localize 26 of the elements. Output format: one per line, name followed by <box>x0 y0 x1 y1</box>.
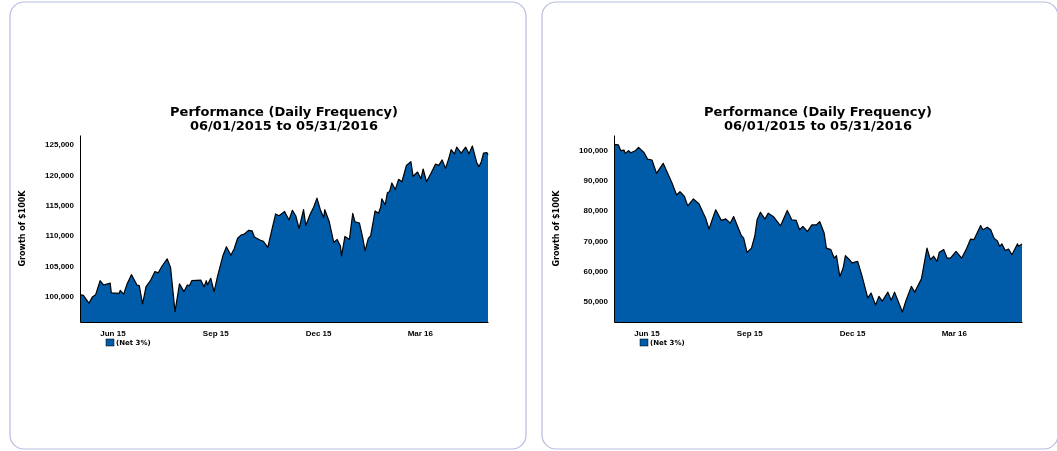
x-tick-label: Jun 15 <box>634 328 661 338</box>
y-tick-label: 125,000 <box>45 140 75 150</box>
y-tick-label: 50,000 <box>583 296 609 306</box>
chart-subtitle: 06/01/2015 to 05/31/2016 <box>190 118 378 133</box>
y-axis-title: Growth of $100K <box>18 189 27 267</box>
y-tick-label: 70,000 <box>583 236 609 246</box>
x-tick-label: Sep 15 <box>202 328 230 338</box>
y-tick-label: 60,000 <box>583 266 609 276</box>
y-tick-label: 100,000 <box>45 291 75 301</box>
y-tick-label: 100,000 <box>579 146 609 156</box>
x-tick-label: Dec 15 <box>305 328 333 338</box>
x-tick-label: Mar 16 <box>941 328 968 338</box>
chart-title: Performance (Daily Frequency) <box>704 104 932 119</box>
y-tick-label: 120,000 <box>45 170 75 180</box>
y-tick-label: 115,000 <box>45 200 75 210</box>
y-tick-label: 105,000 <box>45 261 75 271</box>
y-tick-label: 90,000 <box>583 176 609 186</box>
y-tick-label: 110,000 <box>45 231 75 241</box>
x-tick-label: Mar 16 <box>407 328 434 338</box>
x-tick-label: Jun 15 <box>100 328 127 338</box>
y-tick-label: 80,000 <box>583 206 609 216</box>
y-axis-title: Growth of $100K <box>552 189 561 267</box>
chart-title: Performance (Daily Frequency) <box>170 104 398 119</box>
x-tick-label: Sep 15 <box>736 328 764 338</box>
chart-subtitle: 06/01/2015 to 05/31/2016 <box>724 118 912 133</box>
x-tick-label: Dec 15 <box>839 328 867 338</box>
